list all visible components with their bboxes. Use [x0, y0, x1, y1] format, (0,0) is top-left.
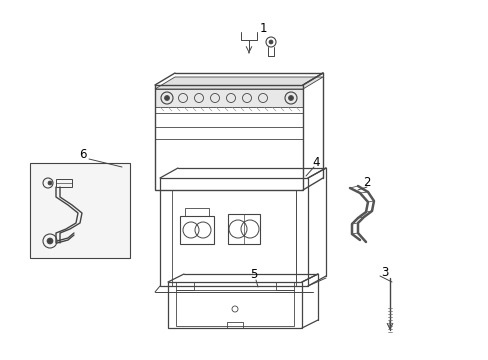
Bar — [180, 216, 214, 244]
Bar — [172, 190, 295, 286]
Text: 6: 6 — [79, 148, 86, 161]
Text: 3: 3 — [381, 266, 388, 279]
Bar — [155, 89, 303, 107]
Polygon shape — [155, 77, 323, 89]
Bar — [155, 85, 303, 190]
Bar — [56, 179, 72, 187]
Bar — [184, 208, 208, 216]
Circle shape — [288, 95, 293, 100]
Bar — [227, 214, 260, 244]
Bar — [160, 178, 307, 286]
Bar — [275, 282, 293, 290]
Text: 1: 1 — [259, 22, 266, 35]
Text: 2: 2 — [363, 176, 370, 189]
Circle shape — [164, 95, 169, 100]
Bar — [30, 163, 130, 258]
Text: 4: 4 — [312, 156, 319, 168]
Circle shape — [47, 238, 53, 244]
Text: 5: 5 — [250, 269, 257, 282]
Bar — [176, 290, 293, 326]
Bar — [168, 282, 302, 328]
Circle shape — [268, 40, 272, 44]
Circle shape — [48, 181, 52, 185]
Bar — [176, 282, 194, 290]
